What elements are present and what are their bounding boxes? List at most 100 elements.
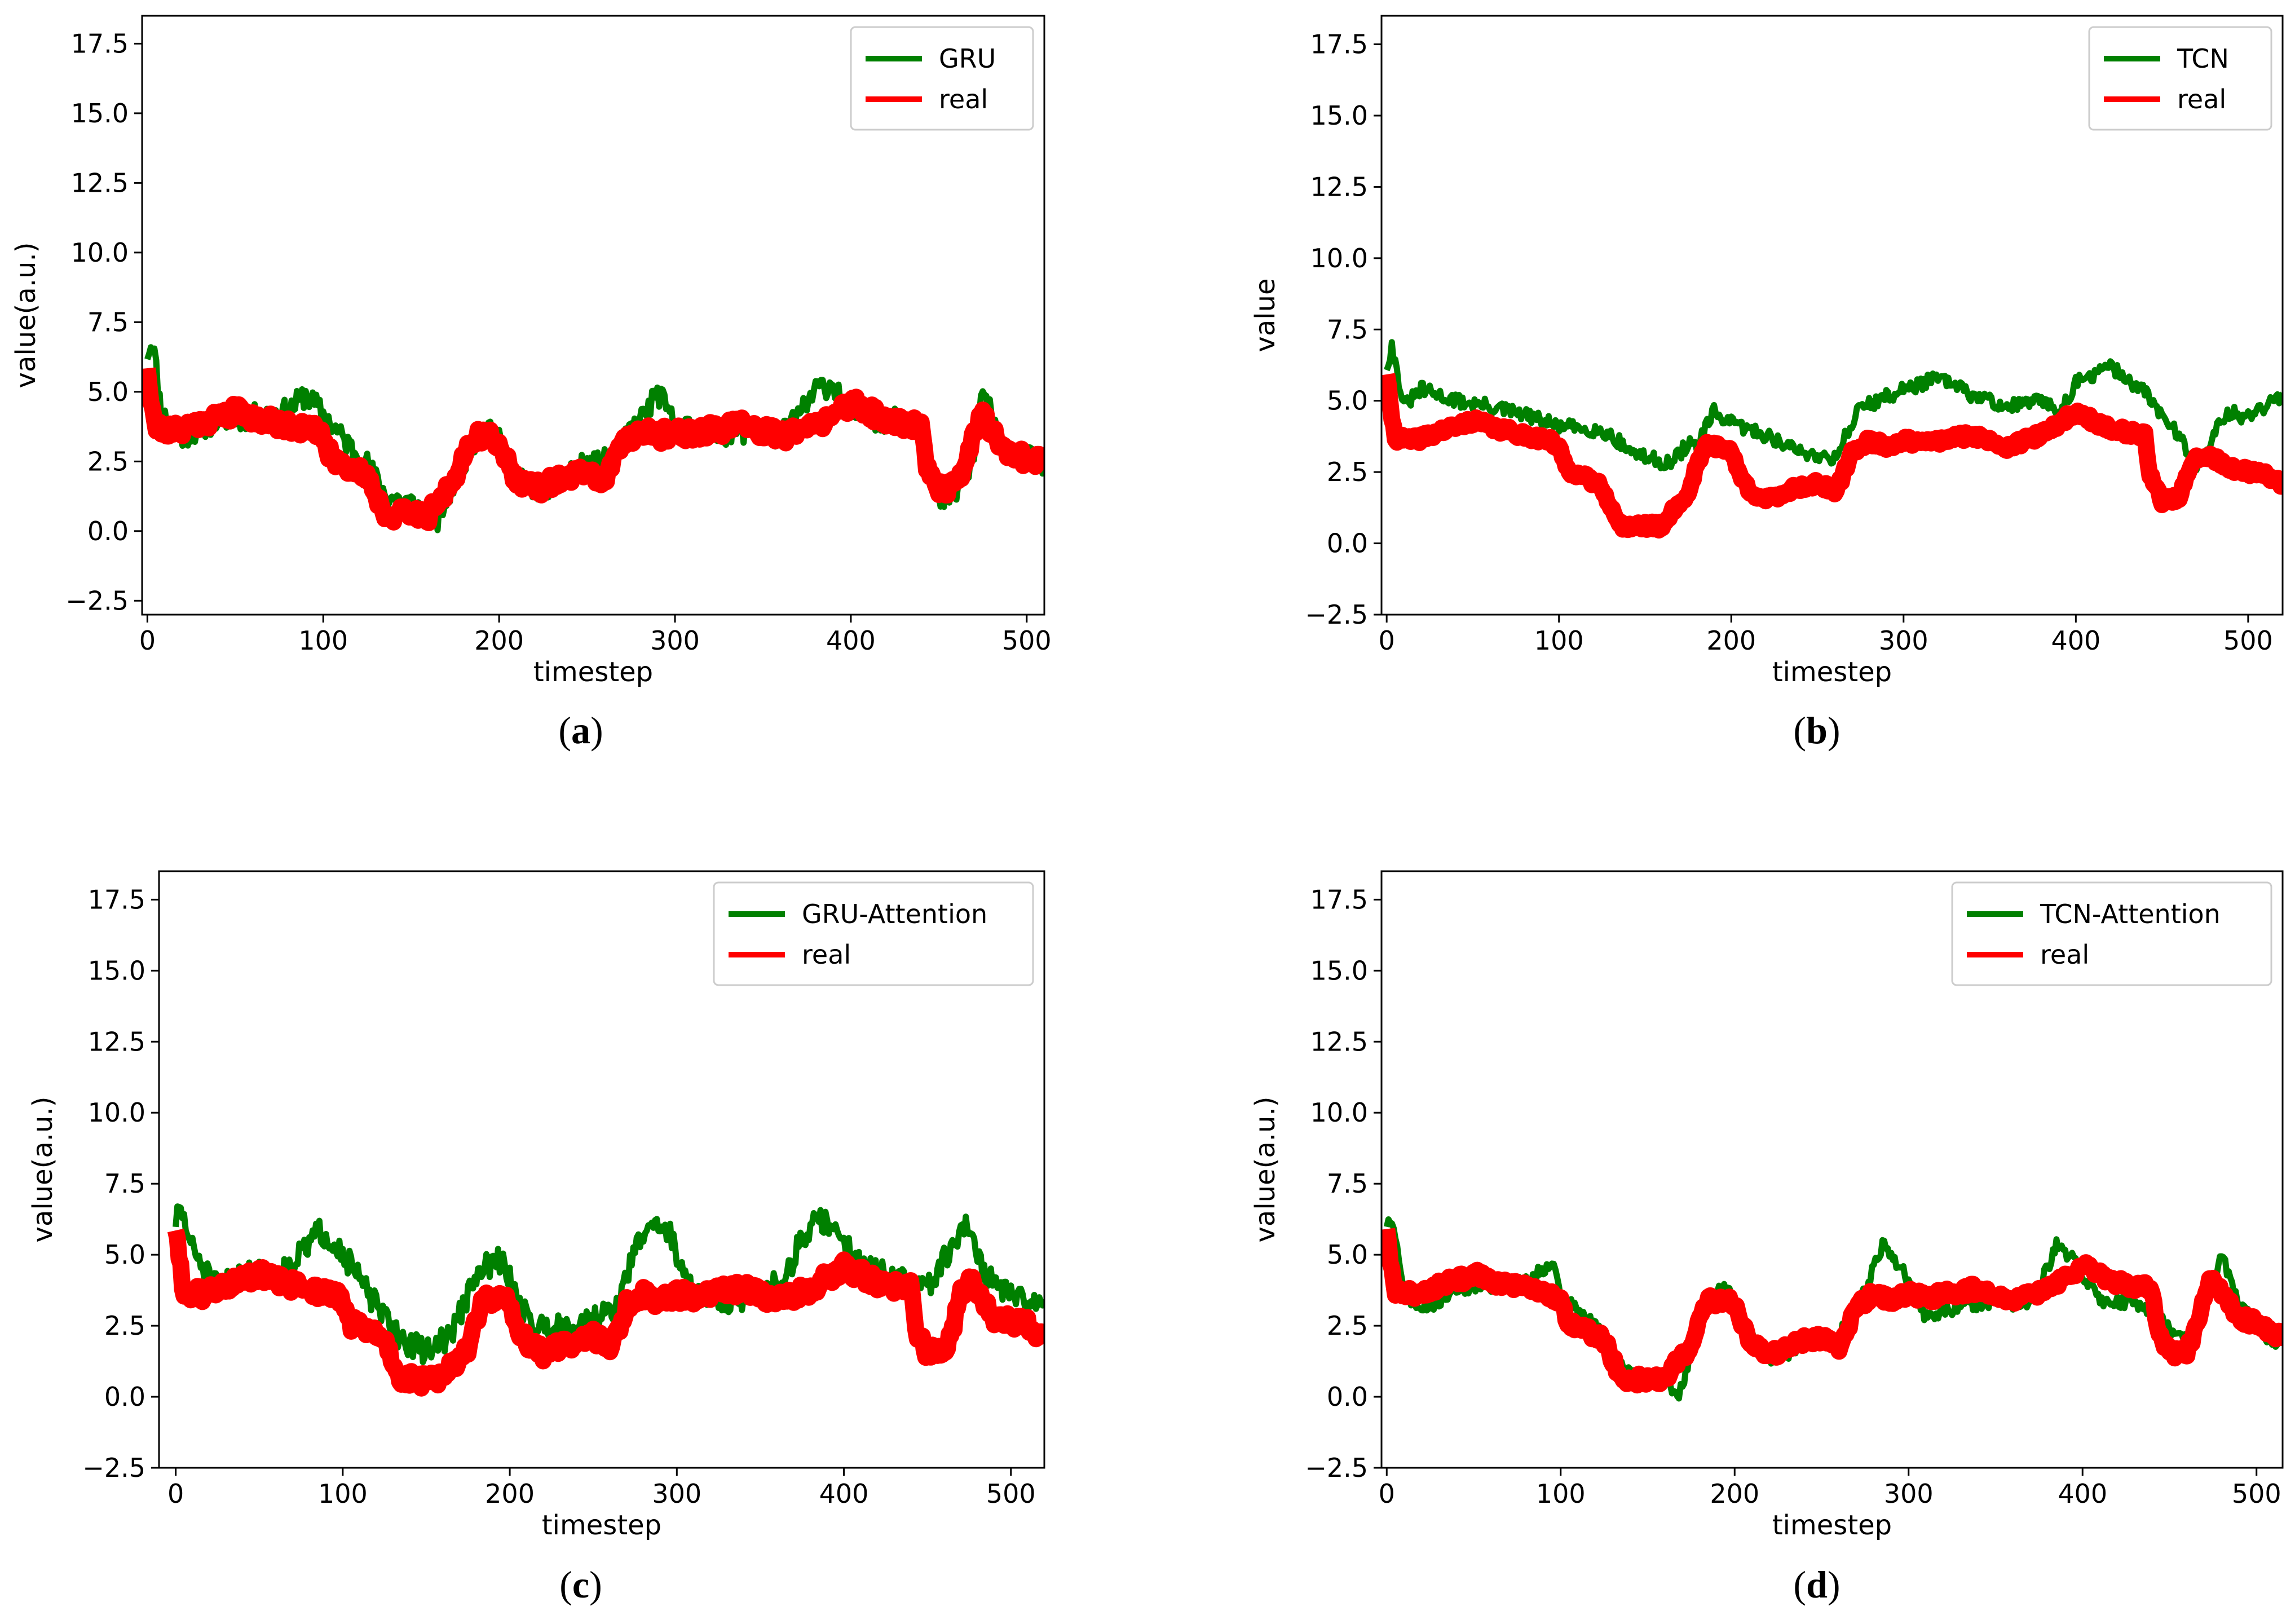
panel-caption-letter: a: [571, 709, 590, 752]
y-tick-label: 12.5: [1310, 1026, 1368, 1057]
legend-label: real: [802, 939, 851, 970]
x-tick-label: 0: [1379, 1479, 1395, 1509]
x-tick-label: 400: [826, 625, 876, 656]
y-tick-label: 17.5: [1310, 29, 1368, 60]
legend-box: [1951, 881, 2272, 986]
x-tick-label: 400: [2051, 625, 2100, 656]
y-tick-label: 12.5: [1310, 171, 1368, 202]
panel-caption-letter: b: [1806, 709, 1828, 752]
y-tick-label: 10.0: [1310, 1097, 1368, 1128]
x-tick-label: 400: [2058, 1479, 2107, 1509]
x-tick-label: 100: [298, 625, 348, 656]
axes-frame: [158, 870, 1045, 1469]
y-tick-label: 10.0: [1310, 243, 1368, 273]
x-axis-label: timestep: [1772, 1510, 1892, 1541]
series-line-c-real: [167, 1228, 1044, 1397]
y-tick-label: −2.5: [65, 585, 129, 616]
legend-box: [850, 26, 1034, 131]
chart-panel-b: 0 100 200 300 400 500 −2.5 0.0 2.5 5.0 7.5 10.0 12.5…: [1250, 15, 2284, 752]
series-line-d-real: [1382, 1228, 2283, 1394]
y-tick-label: 7.5: [87, 307, 129, 337]
x-tick-label: 200: [1706, 625, 1756, 656]
y-tick-label: 2.5: [104, 1310, 145, 1341]
panel-caption-letter: d: [1806, 1563, 1828, 1606]
y-tick-label: 12.5: [88, 1026, 145, 1057]
panel-caption: (b): [1793, 709, 1840, 752]
x-tick-label: 0: [139, 625, 156, 656]
legend-box: [713, 881, 1034, 986]
x-tick-label: 200: [1710, 1479, 1759, 1509]
x-tick-label: 500: [1002, 625, 1052, 656]
x-tick-label: 0: [1379, 625, 1395, 656]
series-line-a-real: [142, 367, 1044, 531]
y-tick-label: 5.0: [1327, 386, 1368, 416]
series-line-b-predicted: [1384, 339, 2283, 474]
x-tick-label: 500: [986, 1479, 1036, 1509]
y-tick-label: 5.0: [87, 377, 129, 407]
y-tick-label: 17.5: [1310, 884, 1368, 915]
y-tick-label: 7.5: [1327, 1168, 1368, 1199]
x-tick-label: 300: [1879, 625, 1928, 656]
y-tick-label: 2.5: [87, 446, 129, 476]
legend-box: [2088, 26, 2272, 131]
panel-caption: (a): [558, 709, 603, 752]
y-axis-label: value(a.u.): [10, 242, 42, 389]
legend-label: TCN: [2177, 43, 2229, 74]
y-tick-label: 15.0: [1310, 955, 1368, 986]
axes-frame: [1380, 870, 2284, 1469]
y-tick-label: 10.0: [71, 237, 129, 268]
axes-frame: [1380, 15, 2284, 616]
y-tick-label: 7.5: [104, 1168, 145, 1199]
x-tick-label: 300: [650, 625, 700, 656]
y-tick-label: 0.0: [1327, 528, 1368, 559]
y-tick-label: −2.5: [82, 1453, 145, 1483]
y-tick-label: 17.5: [71, 28, 129, 59]
x-tick-label: 300: [652, 1479, 701, 1509]
legend-label: real: [2040, 939, 2089, 970]
y-tick-label: 2.5: [1327, 1310, 1368, 1341]
x-tick-label: 100: [1534, 625, 1584, 656]
chart-panel-d: 0 100 200 300 400 500 −2.5 0.0 2.5 5.0 7.5 10.0 12.5…: [1250, 870, 2284, 1606]
x-tick-label: 500: [2232, 1479, 2281, 1509]
y-tick-label: −2.5: [1305, 599, 1368, 630]
chart-panel-a: 0 100 200 300 400 500 −2.5 0.0 2.5 5.0 7.5 10.0 12.5…: [10, 15, 1052, 752]
y-tick-label: 7.5: [1327, 314, 1368, 345]
x-tick-label: 400: [819, 1479, 869, 1509]
x-tick-label: 100: [1536, 1479, 1586, 1509]
y-tick-label: 5.0: [104, 1239, 145, 1270]
y-axis-label: value(a.u.): [1250, 1097, 1281, 1243]
legend-label: GRU-Attention: [802, 899, 987, 929]
panel-caption-letter: c: [572, 1563, 589, 1606]
y-tick-label: 0.0: [104, 1382, 145, 1412]
y-tick-label: 17.5: [88, 884, 145, 915]
x-tick-label: 500: [2223, 625, 2273, 656]
y-tick-label: 0.0: [1327, 1382, 1368, 1412]
x-axis-label: timestep: [1772, 656, 1892, 688]
x-tick-label: 0: [167, 1479, 184, 1509]
y-tick-label: 2.5: [1327, 457, 1368, 487]
x-tick-label: 100: [318, 1479, 368, 1509]
y-tick-label: 15.0: [71, 98, 129, 129]
x-tick-label: 200: [474, 625, 524, 656]
x-tick-label: 200: [485, 1479, 535, 1509]
x-axis-label: timestep: [542, 1510, 661, 1541]
legend-label: real: [2177, 84, 2226, 114]
y-tick-label: 10.0: [88, 1097, 145, 1128]
y-tick-label: 0.0: [87, 516, 129, 546]
panel-caption: (c): [559, 1563, 602, 1606]
y-tick-label: 15.0: [88, 955, 145, 986]
y-axis-label: value(a.u.): [27, 1097, 59, 1243]
y-tick-label: −2.5: [1305, 1453, 1368, 1483]
panel-caption: (d): [1793, 1563, 1840, 1606]
y-tick-label: 12.5: [71, 167, 129, 198]
y-axis-label: value: [1250, 278, 1281, 352]
legend-label: TCN-Attention: [2040, 899, 2221, 929]
y-tick-label: 5.0: [1327, 1239, 1368, 1270]
x-tick-label: 300: [1884, 1479, 1934, 1509]
x-axis-label: timestep: [533, 656, 653, 688]
axes-frame: [141, 15, 1045, 616]
legend-label: real: [939, 84, 988, 114]
y-tick-label: 15.0: [1310, 100, 1368, 131]
legend-label: GRU: [939, 43, 996, 74]
